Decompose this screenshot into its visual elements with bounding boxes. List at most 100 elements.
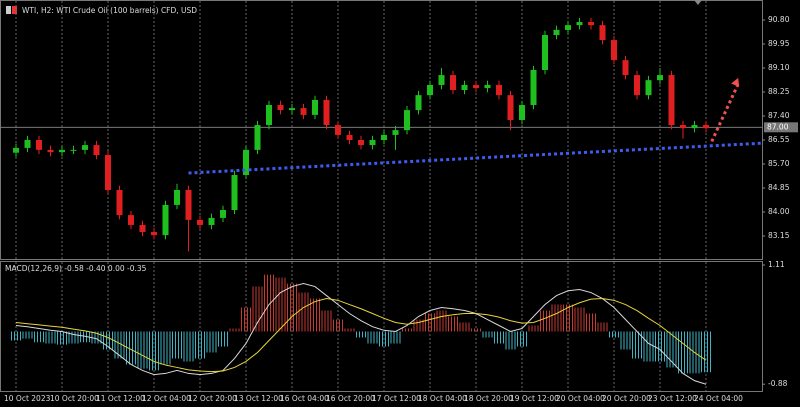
y-tick-label: 89.95 (768, 39, 790, 48)
y-tick-label: 84.00 (768, 207, 790, 216)
candle-body (289, 108, 295, 111)
x-tick-label: 18 Oct 20:00 (464, 394, 513, 403)
x-tick-label: 24 Oct 04:00 (694, 394, 743, 403)
candle-body (611, 40, 617, 61)
candle-body (197, 219, 203, 225)
x-tick-label: 12 Oct 20:00 (188, 394, 237, 403)
candle-body (657, 75, 663, 81)
candle-body (622, 60, 629, 76)
candle-body (312, 99, 318, 115)
candle-body (128, 215, 134, 225)
candle-body (703, 125, 709, 129)
y-tick-label: 86.55 (768, 135, 790, 144)
candle-body (634, 75, 640, 96)
candle-body (185, 189, 192, 220)
x-tick-label: 10 Oct 2023 (4, 394, 51, 403)
candle-body (36, 140, 42, 150)
candle-body (70, 149, 77, 151)
candle-body (576, 22, 583, 26)
candle-body (13, 147, 19, 153)
candle-body (24, 140, 31, 148)
candle-body (116, 189, 123, 216)
candle-body (220, 210, 226, 218)
candle-body (174, 189, 180, 205)
candle-body (507, 95, 514, 120)
candle-body (335, 125, 341, 135)
x-tick-label: 10 Oct 20:00 (50, 394, 99, 403)
candle-body (300, 108, 307, 115)
macd-title: MACD(12,26,9) -0.58 -0.40 0.00 -0.35 (5, 264, 147, 273)
candle-body (323, 99, 330, 126)
candle-body (438, 75, 445, 85)
candle-body (82, 145, 88, 150)
forecast-arrow-head (731, 77, 740, 87)
candle-body (47, 149, 54, 153)
candle-body (450, 75, 456, 91)
price-label: 87.00 (767, 122, 789, 131)
candle-body (358, 140, 364, 146)
candle-body (105, 154, 111, 190)
y-tick-label: 87.40 (768, 111, 790, 120)
candle-body (565, 25, 571, 30)
candle-body (542, 35, 548, 71)
macd-line (15, 298, 707, 373)
forecast-arrow (710, 83, 740, 143)
candle-body (93, 145, 100, 155)
x-tick-label: 12 Oct 04:00 (142, 394, 191, 403)
x-tick-label: 11 Oct 12:00 (96, 394, 145, 403)
x-tick-label: 18 Oct 04:00 (418, 394, 467, 403)
candle-body (588, 22, 594, 26)
candle-body (139, 224, 146, 233)
candle-body (162, 204, 169, 236)
price-label-box (764, 122, 798, 133)
candle-body (415, 95, 422, 111)
macd-panel-frame (0, 261, 763, 392)
candle-body (59, 149, 65, 153)
candle-body (243, 149, 249, 176)
symbol-icon (6, 6, 17, 14)
x-tick-label: 23 Oct 12:00 (648, 394, 697, 403)
x-tick-label: 16 Oct 04:00 (280, 394, 329, 403)
y-tick-label: 1.11 (768, 260, 785, 269)
x-tick-label: 20 Oct 20:00 (602, 394, 651, 403)
candle-body (151, 232, 157, 236)
shift-marker (694, 0, 702, 5)
y-tick-label: -0.88 (768, 379, 788, 388)
candle-body (484, 84, 491, 89)
candle-body (427, 84, 433, 96)
candle-body (645, 80, 652, 96)
candle-body (553, 29, 560, 36)
x-tick-label: 20 Oct 04:00 (556, 394, 605, 403)
candle-body (519, 105, 525, 120)
candle-body (277, 105, 284, 111)
x-tick-label: 19 Oct 12:00 (510, 394, 559, 403)
candle-body (599, 25, 606, 41)
candle-body (231, 175, 238, 211)
y-tick-label: 85.70 (768, 159, 790, 168)
candle-body (668, 75, 675, 126)
y-tick-label: 84.85 (768, 183, 790, 192)
candle-body (473, 84, 479, 89)
y-tick-label: 89.10 (768, 63, 790, 72)
y-tick-label: 88.25 (768, 87, 790, 96)
y-tick-label: 90.80 (768, 15, 790, 24)
candle-body (266, 105, 272, 126)
candle-body (254, 125, 261, 150)
candle-body (392, 130, 399, 135)
candle-body (691, 125, 698, 129)
candle-body (208, 217, 215, 225)
chart-title: WTI, H2: WTI Crude Oil (100 barrels) CFD… (22, 6, 197, 15)
candle-body (381, 134, 387, 141)
candle-body (346, 134, 353, 141)
candle-body (404, 110, 410, 131)
candle-body (496, 84, 502, 96)
candle-body (530, 70, 537, 106)
macd-line (15, 283, 707, 385)
candle-body (680, 125, 686, 129)
x-tick-label: 16 Oct 20:00 (326, 394, 375, 403)
x-tick-label: 17 Oct 12:00 (372, 394, 421, 403)
y-tick-label: 83.15 (768, 231, 790, 240)
candle-body (461, 84, 468, 91)
